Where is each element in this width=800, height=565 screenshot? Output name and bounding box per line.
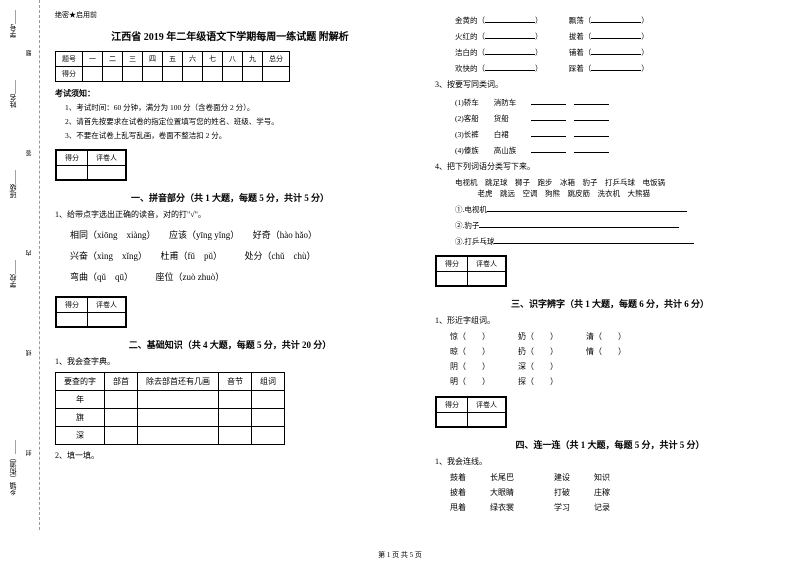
section-1: 一、拼音部分（共 1 大题，每题 5 分，共计 5 分） xyxy=(55,191,405,204)
link-row: 甩着 绿衣裳 学习 记录 xyxy=(450,502,785,513)
section-2: 二、基础知识（共 4 大题，每题 5 分，共计 20 分） xyxy=(55,338,405,351)
cat-row: (3)长裤 白裙 xyxy=(455,127,785,140)
th: 五 xyxy=(163,52,183,67)
th: 四 xyxy=(143,52,163,67)
cat-row: (1)轿车 消防车 xyxy=(455,95,785,108)
th: 三 xyxy=(123,52,143,67)
page-footer: 第 1 页 共 5 页 xyxy=(0,550,800,560)
char-row: 惊（ ） 奶（ ） 清（ ） xyxy=(450,331,785,342)
th: 题号 xyxy=(56,52,83,67)
notice-title: 考试须知： xyxy=(55,88,405,99)
binding-label: 学校____ xyxy=(8,260,18,288)
th: 六 xyxy=(183,52,203,67)
cut-label: 答 xyxy=(25,150,34,156)
classify-row: ②.豹子 xyxy=(455,218,785,231)
question: 4、把下列词语分类写下来。 xyxy=(435,161,785,172)
cat-row: (4)傣族 高山族 xyxy=(455,143,785,156)
notice-item: 1、考试时间：60 分钟，满分为 100 分（含卷面分 2 分）。 xyxy=(55,102,405,113)
question: 1、我会连线。 xyxy=(435,456,785,467)
cut-label: 封 xyxy=(25,450,34,456)
grader-box: 得分评卷人 xyxy=(435,396,507,428)
binding-label: 乡镇（街道）____ xyxy=(8,440,18,496)
link-row: 鼓着 长尾巴 建设 知识 xyxy=(450,472,785,483)
section-3: 三、识字辨字（共 1 大题，每题 6 分，共计 6 分） xyxy=(435,297,785,310)
question: 3、按要写同类词。 xyxy=(435,79,785,90)
question: 1、给带点字选出正确的读音，对的打"√"。 xyxy=(55,209,405,220)
binding-label: 学号____ xyxy=(8,10,18,38)
th: 八 xyxy=(223,52,243,67)
exam-title: 江西省 2019 年二年级语文下学期每周一练试题 附解析 xyxy=(55,28,405,43)
question: 1、形近字组词。 xyxy=(435,315,785,326)
word-bank: 电视机 跳足球 狮子 跑步 冰箱 豹子 打乒乓球 电饭锅 老虎 跳远 空调 狗熊… xyxy=(455,177,785,199)
char-row: 明（ ） 探（ ） xyxy=(450,376,785,387)
th: 七 xyxy=(203,52,223,67)
question: 2、填一填。 xyxy=(55,450,405,461)
fill-row: 洁白的（） 铺着（） xyxy=(455,45,785,58)
grader-box: 得分评卷人 xyxy=(435,255,507,287)
pinyin-row: 相同（xiōng xiàng） 应该（yīng yǐng） 好奇（hào hǎo… xyxy=(70,228,405,241)
cat-row: (2)客船 货船 xyxy=(455,111,785,124)
grader-box: 得分评卷人 xyxy=(55,149,127,181)
section-4: 四、连一连（共 1 大题，每题 5 分，共计 5 分） xyxy=(435,438,785,451)
th: 总分 xyxy=(263,52,290,67)
fill-row: 欢快的（） 踩着（） xyxy=(455,61,785,74)
cut-label: 题 xyxy=(25,50,34,56)
notice-item: 2、请首先按要求在试卷的指定位置填写您的姓名、班级、学号。 xyxy=(55,116,405,127)
zidian-table: 要查的字 部首 除去部首还有几画 音节 组词 年 旗 深 xyxy=(55,372,285,445)
binding-edge: 学号____ 姓名____ 班级____ 学校____ 乡镇（街道）____ 题… xyxy=(0,0,40,530)
secret-label: 绝密★启用前 xyxy=(55,10,405,20)
pinyin-row: 弯曲（qǔ qū） 座位（zuò zhuò） xyxy=(70,270,405,283)
td: 得分 xyxy=(56,67,83,82)
th: 九 xyxy=(243,52,263,67)
th: 一 xyxy=(83,52,103,67)
link-row: 披着 大眼睛 打破 庄稼 xyxy=(450,487,785,498)
pinyin-row: 兴奋（xìng xǐng） 杜甫（fǔ pǔ） 处分（chǔ chù） xyxy=(70,249,405,262)
binding-label: 姓名____ xyxy=(8,80,18,108)
left-column: 绝密★启用前 江西省 2019 年二年级语文下学期每周一练试题 附解析 题号 一… xyxy=(40,0,420,530)
page-container: 学号____ 姓名____ 班级____ 学校____ 乡镇（街道）____ 题… xyxy=(0,0,800,530)
char-row: 晾（ ） 扔（ ） 情（ ） xyxy=(450,346,785,357)
classify-row: ③.打乒乓球 xyxy=(455,234,785,247)
binding-label: 班级____ xyxy=(8,170,18,198)
fill-row: 火红的（） 拔着（） xyxy=(455,29,785,42)
score-table: 题号 一 二 三 四 五 六 七 八 九 总分 得分 xyxy=(55,51,290,82)
cut-label: 线 xyxy=(25,350,34,356)
th: 二 xyxy=(103,52,123,67)
fill-row: 金黄的（） 飘荡（） xyxy=(455,13,785,26)
grader-box: 得分评卷人 xyxy=(55,296,127,328)
char-row: 阴（ ） 深（ ） xyxy=(450,361,785,372)
question: 1、我会查字典。 xyxy=(55,356,405,367)
right-column: 金黄的（） 飘荡（） 火红的（） 拔着（） 洁白的（） 铺着（） 欢快的（） 踩… xyxy=(420,0,800,530)
notice-item: 3、不要在试卷上乱写乱画，卷面不整洁扣 2 分。 xyxy=(55,130,405,141)
classify-row: ①.电视机 xyxy=(455,202,785,215)
cut-label: 内 xyxy=(25,250,34,256)
